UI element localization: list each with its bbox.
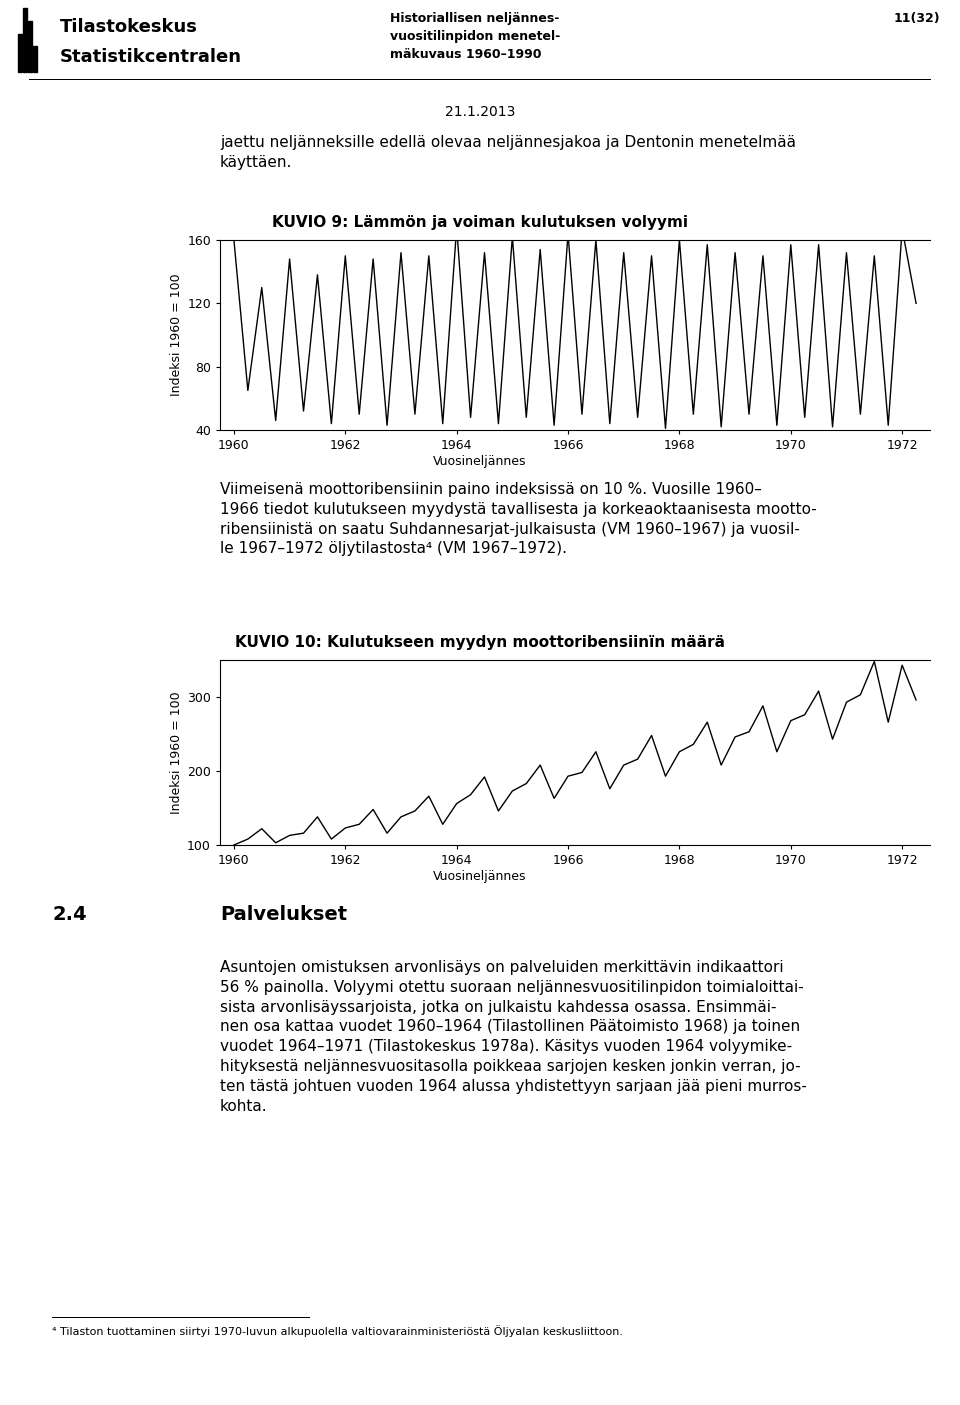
Bar (28, 21, 32, 72)
Text: 21.1.2013: 21.1.2013 (444, 105, 516, 119)
Y-axis label: Indeksi 1960 = 100: Indeksi 1960 = 100 (170, 274, 183, 396)
Text: jaettu neljänneksille edellä olevaa neljännesjakoa ja Dentonin menetelmää
käyttä: jaettu neljänneksille edellä olevaa nelj… (220, 135, 796, 170)
Bar (23, 8, 27, 72)
Bar (33, 46, 36, 72)
Text: mäkuvaus 1960–1990: mäkuvaus 1960–1990 (390, 48, 541, 60)
Text: 11(32): 11(32) (894, 13, 940, 25)
Text: 2.4: 2.4 (52, 905, 86, 924)
Text: Viimeisenä moottoribensiinin paino indeksissä on 10 %. Vuosille 1960–
1966 tiedo: Viimeisenä moottoribensiinin paino indek… (220, 482, 817, 556)
Bar (18, 34, 22, 72)
Text: Statistikcentralen: Statistikcentralen (60, 48, 242, 66)
Text: KUVIO 10: Kulutukseen myydyn moottoribensiinïn määrä: KUVIO 10: Kulutukseen myydyn moottoriben… (235, 635, 725, 651)
Text: Vuosineljännes: Vuosineljännes (433, 870, 527, 882)
Y-axis label: Indeksi 1960 = 100: Indeksi 1960 = 100 (170, 691, 183, 813)
Text: Palvelukset: Palvelukset (220, 905, 348, 924)
Text: vuositilinpidon menetel-: vuositilinpidon menetel- (390, 30, 561, 44)
Text: Asuntojen omistuksen arvonlisäys on palveluiden merkittävin indikaattori
56 % pa: Asuntojen omistuksen arvonlisäys on palv… (220, 960, 806, 1114)
Text: ⁴ Tilaston tuottaminen siirtyi 1970-luvun alkupuolella valtiovarainministeriöstä: ⁴ Tilaston tuottaminen siirtyi 1970-luvu… (52, 1325, 623, 1338)
Text: KUVIO 9: Lämmön ja voiman kulutuksen volyymi: KUVIO 9: Lämmön ja voiman kulutuksen vol… (272, 215, 688, 230)
Text: Vuosineljännes: Vuosineljännes (433, 455, 527, 468)
Text: Historiallisen neljännes-: Historiallisen neljännes- (390, 13, 560, 25)
Text: Tilastokeskus: Tilastokeskus (60, 18, 198, 37)
